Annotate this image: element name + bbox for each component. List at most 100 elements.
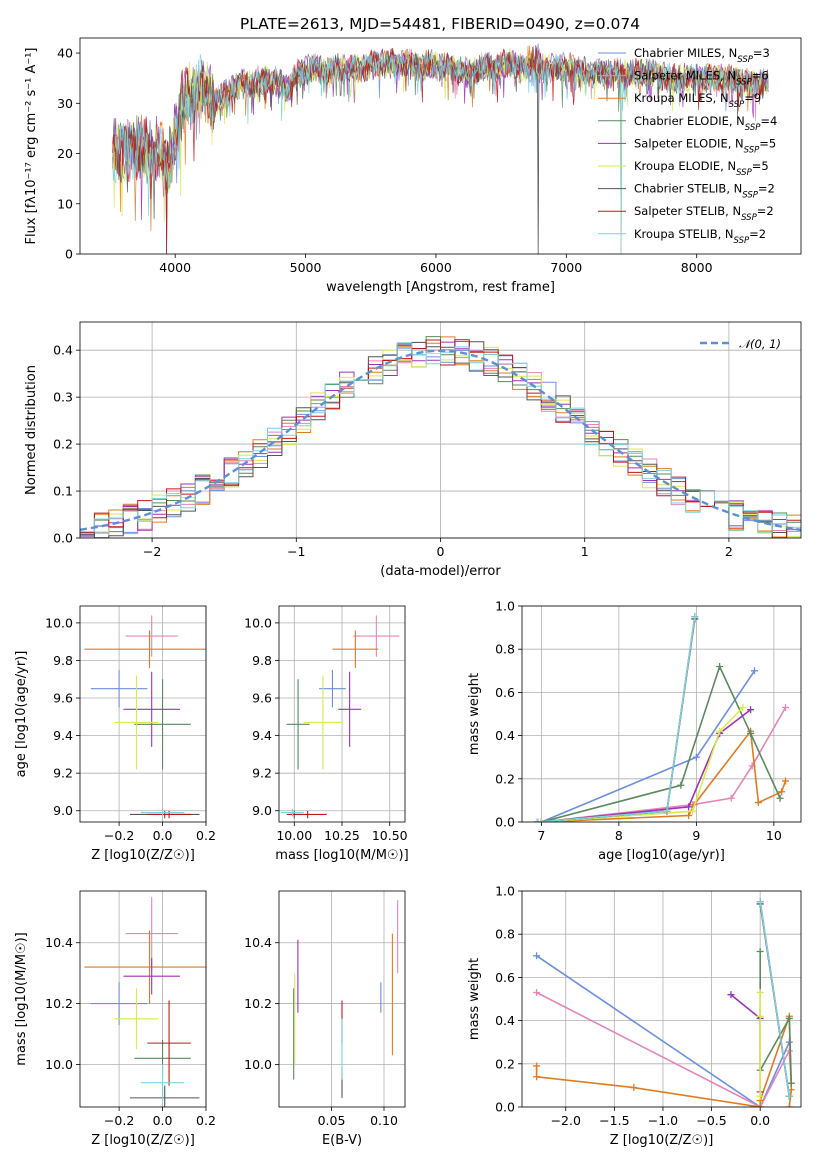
legend-nssp-sub: SSP <box>734 236 750 246</box>
y-axis-label: mass [log10(M/M☉)] <box>14 932 29 1065</box>
axes-frame: 4000 5000 6000 7000 8000 0 10 20 30 40 wavelength … <box>24 37 802 295</box>
legend-nssp-value: =2 <box>758 182 775 196</box>
legend-nssp-sub: SSP <box>742 191 758 201</box>
axes-border <box>521 890 802 1108</box>
y-tick-label: 9.0 <box>252 803 272 818</box>
weight-marker <box>533 1062 541 1070</box>
x-tick-label: 8 <box>615 828 623 843</box>
y-tick-label: 1.0 <box>495 599 515 614</box>
weight-marker <box>716 727 724 735</box>
plot-area <box>84 615 206 819</box>
weight-marker <box>537 818 545 822</box>
weight-marker <box>747 729 755 737</box>
errorbar-point-1 <box>353 615 400 657</box>
legend-nssp-prefix: , N <box>728 136 744 150</box>
y-axis-label: mass weight <box>467 958 482 1040</box>
errorbar-point-8 <box>140 808 185 817</box>
errorbar-point-5 <box>114 988 159 1050</box>
weight-marker <box>751 667 758 675</box>
y-tick-label: 10 <box>57 196 73 211</box>
legend-nssp-prefix: , N <box>720 159 736 173</box>
legend-series-name: Kroupa ELODIE <box>634 159 720 173</box>
legend-nssp-value: =3 <box>753 46 770 60</box>
errorbar-point-2 <box>332 630 379 668</box>
errorbar-point-0 <box>319 669 346 708</box>
grid-lines <box>80 891 207 1107</box>
legend-series-name: Kroupa MILES <box>634 91 713 105</box>
x-tick-label: 0 <box>437 544 445 559</box>
y-tick-label: 0.4 <box>495 728 515 743</box>
x-tick-label: 0.05 <box>318 1113 346 1128</box>
axes-frame: −2 −1 0 1 2 0.0 0.1 0.2 0.3 0.4 (data-model)/error… <box>24 321 802 579</box>
axes-border <box>79 37 802 255</box>
errorbar-point-2 <box>84 930 206 1004</box>
axes-border <box>79 890 207 1108</box>
x-tick-label: 2 <box>725 544 733 559</box>
y-tick-label: 0.0 <box>53 531 73 546</box>
axes-border <box>521 605 802 823</box>
legend-entry-8: Kroupa STELIB, NSSP=2 <box>634 227 766 246</box>
legend-nssp-sub: SSP <box>744 145 760 155</box>
y-tick-label: 10.2 <box>244 996 272 1011</box>
legend-nssp-sub: SSP <box>737 55 753 65</box>
y-tick-label: 0.8 <box>495 642 515 657</box>
y-tick-label: 40 <box>57 46 73 61</box>
legend-entry-7: Salpeter STELIB, NSSP=2 <box>634 204 774 223</box>
legend-nssp-sub: SSP <box>736 168 752 178</box>
weight-marker <box>785 1092 793 1100</box>
y-tick-label: 0.4 <box>53 343 73 358</box>
weight-line-0 <box>536 955 791 1107</box>
axes-frame: −2.0 −1.5 −1.0 −0.5 0.0 0.0 0.2 0.4 0.6 0.8 1.0 Z [… <box>467 884 802 1148</box>
weight-marker <box>533 1073 541 1081</box>
legend-entry-6: Chabrier STELIB, NSSP=2 <box>634 182 775 201</box>
legend-nssp-sub: SSP <box>741 213 757 223</box>
weight-marker <box>692 753 700 761</box>
legend-entry-3: Chabrier ELODIE, NSSP=4 <box>634 114 777 133</box>
weight-vs-age-panel: 7 8 9 10 0.0 0.2 0.4 0.6 0.8 1.0 age [log10(age/yr… <box>467 599 802 863</box>
legend-entry-0: Chabrier MILES, NSSP=3 <box>634 46 770 65</box>
weight-line-1 <box>536 991 793 1107</box>
weight-marker <box>533 989 541 997</box>
y-tick-label: 0.2 <box>495 771 515 786</box>
y-tick-label: 9.6 <box>53 691 73 706</box>
y-tick-label: 30 <box>57 96 73 111</box>
legend-series-name: Salpeter MILES <box>634 69 720 83</box>
legend-entry-2: Kroupa MILES, NSSP=9 <box>634 91 761 110</box>
weight-marker <box>739 704 747 712</box>
y-tick-label: 0.4 <box>495 1013 515 1028</box>
x-axis-label: wavelength [Angstrom, rest frame] <box>326 280 555 295</box>
legend-nssp-prefix: , N <box>720 69 736 83</box>
x-tick-label: −0.2 <box>104 1113 134 1128</box>
x-tick-label: 0.2 <box>196 1113 216 1128</box>
weight-marker <box>685 812 693 820</box>
x-tick-label: 10.25 <box>324 828 360 843</box>
x-tick-label: 0.0 <box>153 828 173 843</box>
weight-marker <box>787 1079 795 1087</box>
weight-marker <box>727 794 735 802</box>
errorbar-point-2 <box>84 630 206 668</box>
legend-nssp-value: =5 <box>752 159 769 173</box>
grid-lines <box>279 606 405 822</box>
y-tick-label: 9.8 <box>252 653 272 668</box>
plot-area <box>80 336 801 538</box>
y-tick-label: 20 <box>57 146 73 161</box>
weight-marker <box>716 662 724 670</box>
y-tick-label: 0.3 <box>53 390 73 405</box>
weight-line-4 <box>541 709 752 822</box>
x-tick-label: 5000 <box>290 260 322 275</box>
weight-marker <box>756 898 764 906</box>
errorbar-point-3 <box>286 679 310 770</box>
legend-series-name: Kroupa STELIB <box>634 227 718 241</box>
legend-series-name: Chabrier MILES <box>634 46 721 60</box>
weight-line-8 <box>759 901 791 1097</box>
weight-marker <box>754 799 762 807</box>
weight-marker <box>756 947 764 955</box>
y-tick-label: 0 <box>65 247 73 262</box>
y-axis-label: Normed distribution <box>24 365 39 495</box>
legend-nssp-prefix: , N <box>726 182 742 196</box>
plot-area <box>534 613 789 822</box>
errorbar-point-8 <box>280 808 304 817</box>
x-tick-label: 7 <box>537 828 545 843</box>
errorbar-point-4 <box>123 671 180 747</box>
